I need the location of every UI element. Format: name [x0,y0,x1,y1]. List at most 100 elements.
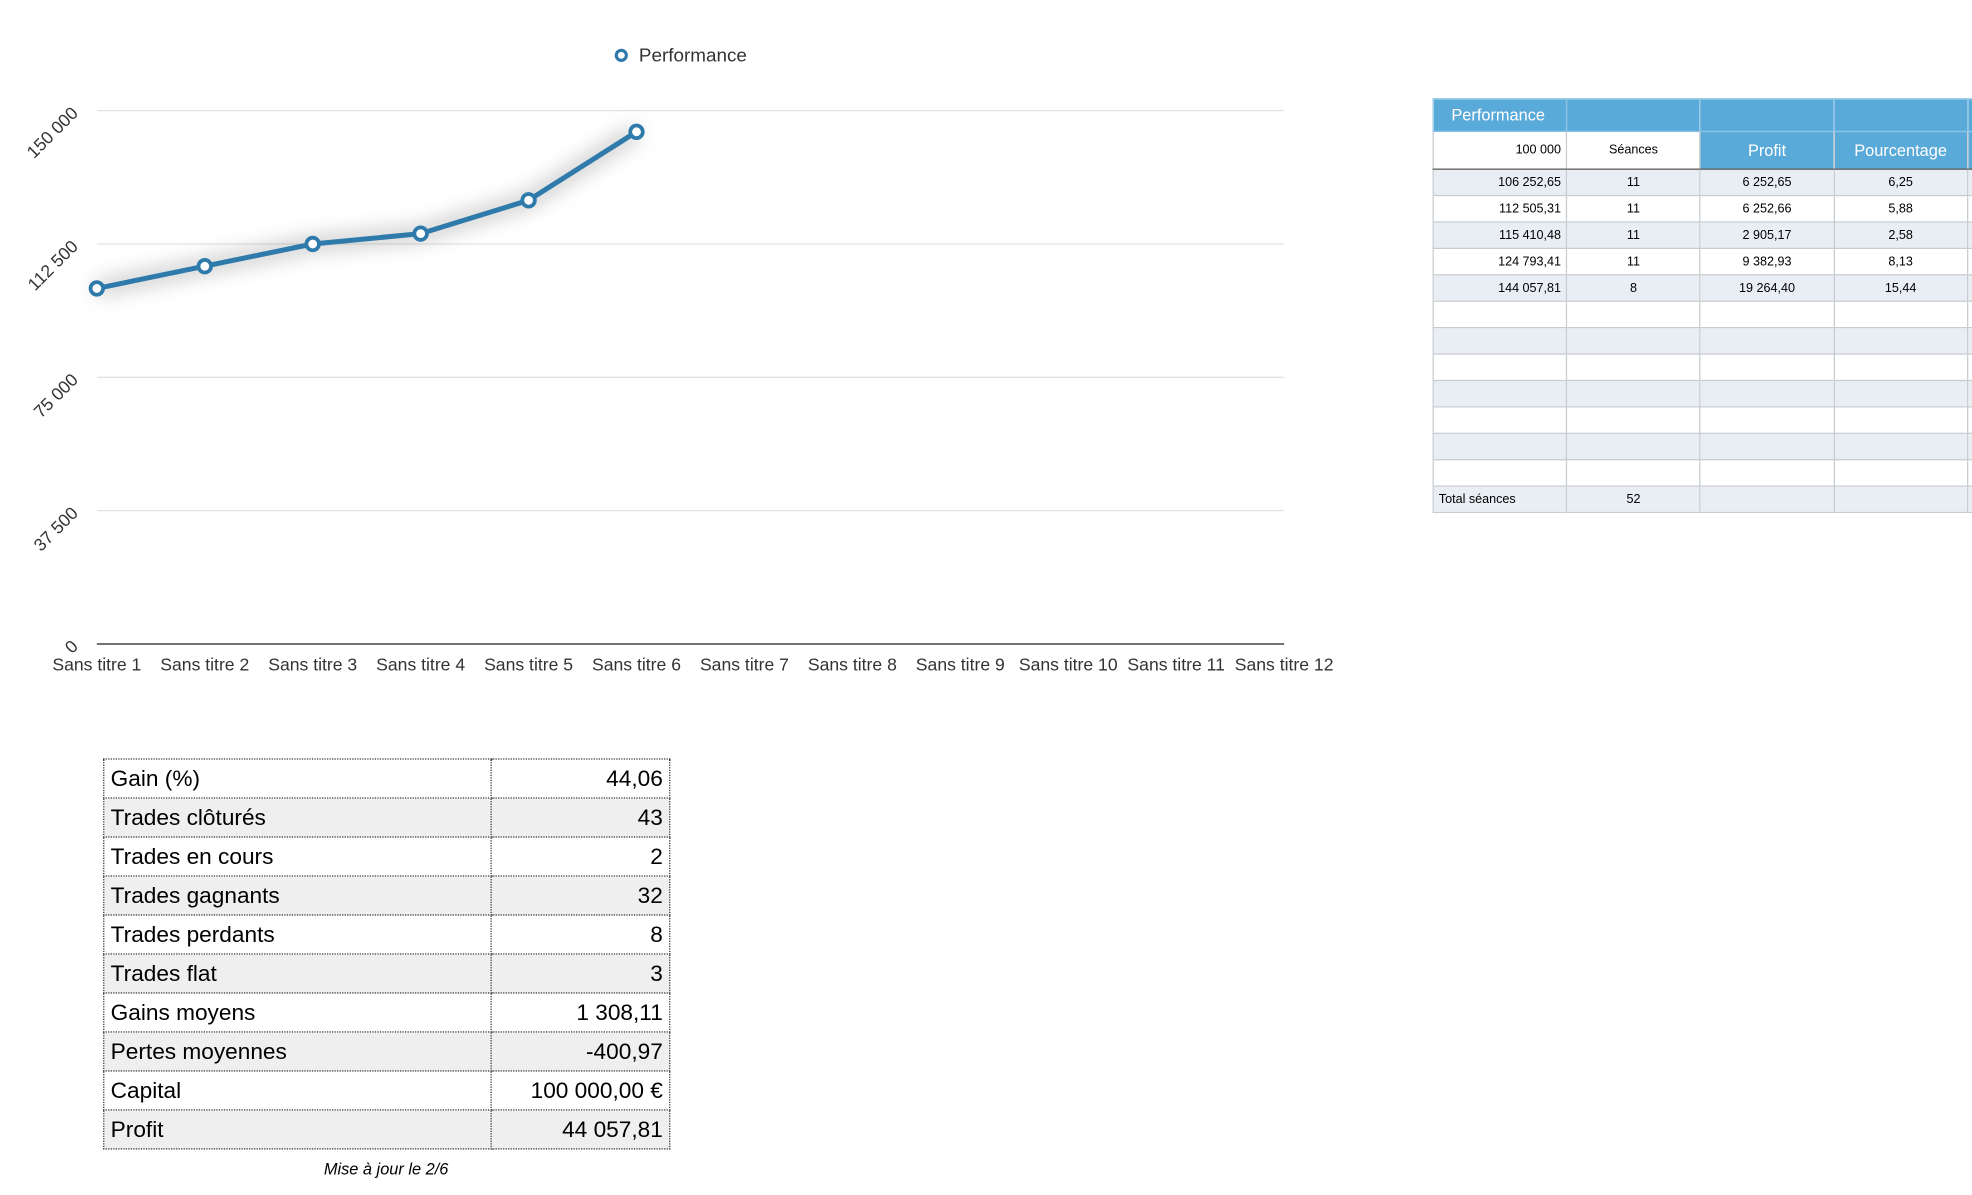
row [1432,353,1972,382]
cell [1699,379,1835,408]
cell: 144 057,81 [1432,274,1568,302]
cell [1699,406,1835,434]
subheader-cell: 100 000 [1432,130,1568,170]
summary-label: Trades en cours [103,836,492,877]
total-cell: 52 [1566,485,1701,514]
header-cell: Performance [1432,98,1568,133]
cell: 124 793,41 [1432,247,1568,276]
y-tick-label: 112 500 [24,236,82,294]
line-shadow [95,126,640,295]
summary-value: 100 000,00 € [490,1070,671,1111]
header-cell [1966,98,1972,133]
cell: 19 264,40 [1699,274,1835,302]
row [1432,459,1972,487]
cell [1566,327,1701,355]
cell [1966,379,1972,408]
summary-value: 2 [490,836,671,877]
x-tick-label: Sans titre 6 [592,654,681,674]
x-tick-label: Sans titre 8 [808,654,897,674]
header-cell [1833,98,1968,133]
summary-label: Gain (%) [103,758,492,799]
summary-label: Capital [103,1070,492,1111]
cell [1966,406,1972,434]
summary-value: 1 308,11 [490,992,671,1033]
cell: 11 [1566,247,1701,276]
total-row: Total séances 52 [1432,485,1972,514]
cell: 112 505,31 [1432,194,1568,223]
cell [1833,379,1968,408]
cell [1833,432,1968,461]
cell [1699,459,1835,487]
legend-label: Performance [639,45,747,66]
cell [1966,274,1972,302]
cell: 11 [1566,194,1701,223]
header-cell [1699,98,1835,133]
total-cell [1699,485,1835,514]
cell [1566,300,1701,329]
cell [1432,327,1568,355]
cell: 6,25 [1833,168,1968,197]
summary-value: 43 [490,797,671,838]
summary-row: Trades perdants 8 [103,914,671,955]
row [1432,406,1972,434]
header-cell [1566,98,1701,133]
row: 144 057,81 8 19 264,40 15,44 [1432,274,1972,302]
x-tick-label: Sans titre 10 [1019,654,1118,674]
summary-row: Gains moyens 1 308,11 [103,992,671,1033]
cell: 6 252,65 [1699,168,1835,197]
cell: 5,88 [1833,194,1968,223]
summary-label: Pertes moyennes [103,1031,492,1072]
summary-label: Profit [103,1109,492,1150]
cell [1566,406,1701,434]
y-tick-label: 75 000 [30,369,82,421]
x-tick-label: Sans titre 4 [376,654,465,674]
summary-row: Trades en cours 2 [103,836,671,877]
cell [1432,300,1568,329]
cell [1966,194,1972,223]
legend-marker [614,48,628,62]
cell [1432,406,1568,434]
total-cell [1966,485,1972,514]
x-tick-label: Sans titre 1 [52,654,141,674]
cell [1966,300,1972,329]
row [1432,379,1972,408]
summary-value: 3 [490,953,671,994]
x-tick-label: Sans titre 9 [916,654,1005,674]
subheader-row: 100 000 Séances Profit Pourcentage [1432,130,1972,170]
cell [1432,459,1568,487]
cell: 6 252,66 [1699,194,1835,223]
line [96,129,638,291]
y-tick-label: 150 000 [23,103,82,162]
cell: 2,58 [1833,221,1968,250]
summary-label: Trades flat [103,953,492,994]
summary-label: Trades perdants [103,914,492,955]
row [1432,300,1972,329]
cell [1966,168,1972,197]
cell: 15,44 [1833,274,1968,302]
summary-row: Pertes moyennes -400,97 [103,1031,671,1072]
x-tick-label: Sans titre 2 [160,654,249,674]
summary-table: Gain (%) 44,06 Trades clôturés 43 Trades en … [103,758,671,1150]
note: Mise à jour le 2/6 [323,1159,449,1179]
cell: 11 [1566,168,1701,197]
cell [1699,353,1835,382]
cell [1966,247,1972,276]
x-tick-label: Sans titre 7 [700,654,789,674]
point [304,235,321,253]
summary-row: Gain (%) 44,06 [103,758,671,799]
cell [1833,406,1968,434]
row: 112 505,31 11 6 252,66 5,88 [1432,194,1972,223]
row: 124 793,41 11 9 382,93 8,13 [1432,247,1972,276]
cell: 8,13 [1833,247,1968,276]
cell [1966,353,1972,382]
row [1432,432,1972,461]
x-tick-label: Sans titre 3 [268,654,357,674]
cell [1833,459,1968,487]
summary-value: 32 [490,875,671,916]
summary-value: 8 [490,914,671,955]
cell: 106 252,65 [1432,168,1568,197]
x-tick-label: Sans titre 11 [1127,654,1224,674]
summary-row: Capital 100 000,00 € [103,1070,671,1111]
